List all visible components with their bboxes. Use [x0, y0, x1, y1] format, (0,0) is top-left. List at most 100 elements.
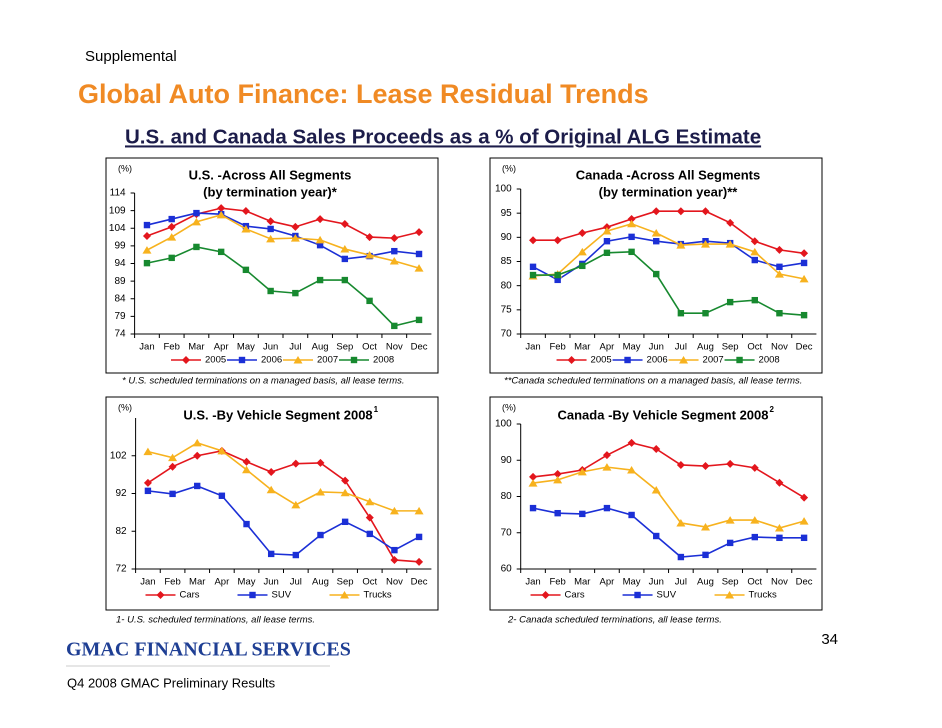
- series-line: [533, 251, 805, 316]
- marker: [169, 490, 176, 498]
- marker: [341, 518, 349, 526]
- marker: [653, 270, 660, 278]
- marker: [366, 297, 373, 305]
- marker: [415, 250, 423, 258]
- x-tick-label: Jul: [289, 342, 301, 353]
- series-line: [146, 213, 420, 269]
- marker: [217, 248, 225, 256]
- marker: [267, 550, 275, 558]
- y-tick-label: 90: [501, 455, 513, 466]
- marker: [799, 517, 809, 525]
- chart-title: Canada -By Vehicle Segment 2008: [558, 407, 769, 422]
- marker: [701, 207, 710, 216]
- marker: [750, 516, 760, 524]
- x-tick-label: Dec: [411, 577, 428, 588]
- marker: [553, 470, 562, 479]
- series-line: [146, 246, 420, 327]
- marker: [193, 451, 202, 460]
- chart-frame: [489, 157, 823, 374]
- legend-label: Trucks: [749, 590, 777, 601]
- marker: [143, 447, 153, 456]
- legend-marker: [156, 591, 165, 599]
- marker: [242, 457, 251, 466]
- marker: [529, 504, 537, 512]
- marker: [627, 219, 637, 228]
- x-tick-label: Nov: [386, 577, 403, 588]
- marker: [750, 247, 760, 256]
- marker: [775, 245, 784, 254]
- marker: [192, 438, 202, 447]
- series-line: [533, 210, 805, 255]
- marker: [291, 500, 301, 509]
- legend-marker: [736, 356, 743, 364]
- marker: [751, 533, 758, 541]
- y-axis-unit: (%): [118, 402, 132, 412]
- marker: [341, 276, 349, 284]
- marker: [142, 246, 152, 254]
- series-line: [146, 212, 420, 260]
- chart-frame: [105, 157, 439, 374]
- series-line: [147, 442, 420, 512]
- y-tick-label: 95: [501, 208, 513, 219]
- y-tick-label: 92: [115, 488, 127, 499]
- marker: [144, 487, 152, 495]
- y-tick-label: 100: [495, 419, 512, 430]
- x-tick-label: Oct: [362, 577, 377, 588]
- marker: [800, 311, 808, 319]
- marker: [292, 289, 299, 297]
- marker: [577, 467, 587, 476]
- x-tick-label: Apr: [600, 577, 615, 588]
- x-tick-label: Sep: [336, 342, 353, 353]
- y-axis-unit: (%): [118, 163, 132, 173]
- legend-marker: [679, 356, 689, 364]
- marker: [528, 479, 538, 487]
- marker: [726, 298, 734, 306]
- x-tick-label: May: [623, 342, 641, 353]
- marker: [578, 228, 587, 237]
- marker: [702, 310, 709, 317]
- legend-marker: [238, 356, 246, 364]
- marker: [143, 259, 151, 267]
- page-number: 34: [821, 631, 838, 648]
- marker: [316, 458, 325, 467]
- x-tick-label: Jan: [140, 577, 155, 588]
- slide-subtitle: U.S. and Canada Sales Proceeds as a % of…: [125, 125, 761, 148]
- y-tick-label: 74: [114, 329, 126, 340]
- marker: [677, 553, 685, 561]
- legend-marker: [340, 591, 349, 599]
- marker: [365, 233, 374, 242]
- x-tick-label: Feb: [549, 342, 565, 353]
- y-tick-label: 109: [109, 205, 126, 216]
- marker: [217, 446, 227, 455]
- x-tick-label: Feb: [549, 577, 565, 588]
- x-tick-label: Mar: [188, 342, 204, 353]
- marker: [529, 271, 537, 279]
- title-footnote-mark: 2: [769, 405, 774, 414]
- legend-marker: [624, 356, 631, 364]
- marker: [627, 438, 636, 447]
- marker: [290, 234, 300, 242]
- marker: [651, 485, 661, 494]
- marker: [193, 209, 200, 217]
- chart-frame: [489, 396, 823, 611]
- marker: [391, 322, 398, 330]
- y-tick-label: 114: [110, 188, 126, 199]
- marker: [627, 214, 636, 223]
- chart-frame: [105, 396, 439, 611]
- legend-label: 2006: [647, 355, 668, 366]
- x-tick-label: Nov: [771, 577, 788, 588]
- chart-title: U.S. -By Vehicle Segment 2008: [183, 407, 372, 422]
- x-tick-label: Oct: [747, 342, 762, 353]
- marker: [554, 276, 561, 284]
- y-tick-label: 89: [114, 276, 126, 287]
- marker: [800, 249, 809, 258]
- marker: [602, 463, 612, 471]
- marker: [725, 516, 735, 524]
- chart-title: Canada -Across All Segments: [576, 167, 760, 182]
- marker: [365, 497, 375, 506]
- legend-marker: [249, 591, 256, 599]
- y-tick-label: 79: [114, 311, 126, 322]
- marker: [167, 233, 177, 241]
- legend-marker: [567, 356, 576, 364]
- x-tick-label: Nov: [771, 342, 788, 353]
